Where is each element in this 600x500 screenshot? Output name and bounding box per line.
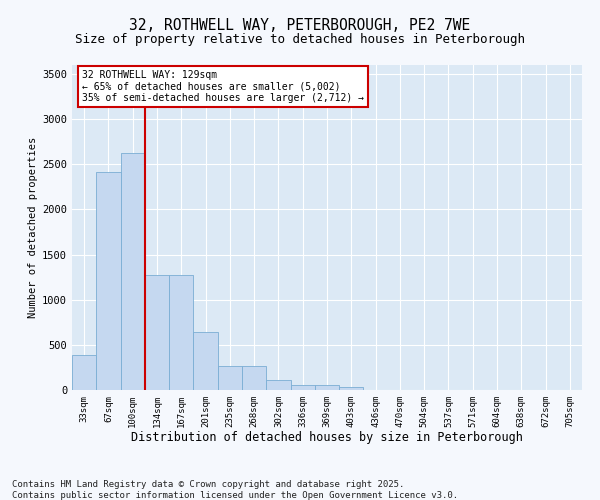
Text: 32 ROTHWELL WAY: 129sqm
← 65% of detached houses are smaller (5,002)
35% of semi: 32 ROTHWELL WAY: 129sqm ← 65% of detache… — [82, 70, 364, 103]
Bar — [266, 380, 290, 390]
Bar — [145, 276, 169, 390]
Bar — [242, 366, 266, 390]
Y-axis label: Number of detached properties: Number of detached properties — [28, 137, 38, 318]
Bar — [121, 154, 145, 390]
X-axis label: Distribution of detached houses by size in Peterborough: Distribution of detached houses by size … — [131, 432, 523, 444]
Text: 32, ROTHWELL WAY, PETERBOROUGH, PE2 7WE: 32, ROTHWELL WAY, PETERBOROUGH, PE2 7WE — [130, 18, 470, 32]
Bar — [339, 388, 364, 390]
Bar — [72, 355, 96, 390]
Bar — [218, 366, 242, 390]
Text: Size of property relative to detached houses in Peterborough: Size of property relative to detached ho… — [75, 32, 525, 46]
Bar — [290, 385, 315, 390]
Text: Contains HM Land Registry data © Crown copyright and database right 2025.
Contai: Contains HM Land Registry data © Crown c… — [12, 480, 458, 500]
Bar — [315, 386, 339, 390]
Bar — [96, 172, 121, 390]
Bar — [169, 276, 193, 390]
Bar — [193, 332, 218, 390]
